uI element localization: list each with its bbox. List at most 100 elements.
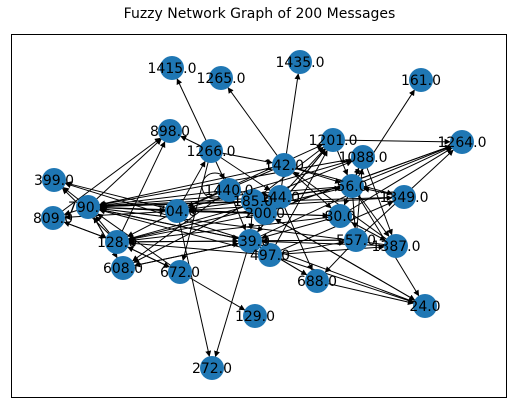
node-label: 200.0 (245, 206, 285, 222)
edge (128, 212, 266, 242)
node (305, 269, 329, 293)
edge (65, 181, 178, 212)
node-label: 898.0 (150, 124, 190, 140)
node (351, 145, 375, 169)
nodes-layer (41, 50, 474, 380)
edge (269, 254, 415, 304)
node-label: 24.0 (409, 299, 440, 315)
edge (132, 189, 230, 262)
edge (176, 210, 212, 357)
node (272, 153, 296, 177)
edge (116, 141, 166, 243)
node (253, 201, 277, 225)
edge (260, 215, 341, 240)
node (168, 260, 192, 284)
node (258, 243, 282, 267)
edge (283, 164, 393, 196)
edge (269, 244, 385, 256)
node (409, 68, 433, 92)
node-label: 1264.0 (438, 135, 487, 151)
edge (122, 241, 239, 269)
edge (362, 156, 393, 236)
node-label: 144.0 (260, 190, 300, 206)
edge (351, 145, 452, 187)
node (392, 185, 416, 209)
edge (260, 244, 426, 307)
node (160, 56, 184, 80)
node (340, 174, 364, 198)
node-label: 608.0 (103, 261, 143, 277)
edge (214, 240, 251, 358)
node-label: 1415.0 (148, 61, 197, 77)
node-label: 1265.0 (197, 71, 246, 87)
node (158, 119, 182, 143)
edge (128, 240, 271, 256)
node (41, 206, 65, 230)
node-label: 672.0 (160, 265, 200, 281)
edge (269, 201, 394, 256)
node-label: 142.0 (264, 158, 304, 174)
edge (316, 280, 414, 305)
node (200, 356, 224, 380)
node-label: 185.0 (233, 194, 273, 210)
edge (97, 213, 181, 273)
node (328, 204, 352, 228)
node-label: 704.0 (157, 204, 197, 220)
node (165, 199, 189, 223)
edge (332, 138, 451, 145)
edge (261, 238, 397, 247)
node-label: 128.0 (97, 235, 137, 251)
node-label: 1088.0 (339, 150, 388, 166)
edge (52, 137, 161, 219)
node-label: 497.0 (250, 248, 290, 264)
node (268, 185, 292, 209)
edge (227, 87, 285, 166)
node (413, 294, 437, 318)
node-label: 272.0 (192, 361, 232, 377)
edge (99, 189, 230, 208)
node-label: 161.0 (401, 73, 441, 89)
edge (179, 271, 246, 311)
node-label: 139.0 (230, 234, 270, 250)
edge (269, 149, 328, 256)
chart-title: Fuzzy Network Graph of 200 Messages (123, 6, 396, 22)
edge (176, 78, 212, 152)
node (344, 228, 368, 252)
edge (99, 164, 285, 207)
node (76, 195, 100, 219)
node (111, 256, 135, 280)
node (288, 50, 312, 74)
node (321, 128, 345, 152)
edge (133, 200, 254, 263)
node (105, 230, 129, 254)
node-label: 1387.0 (372, 239, 421, 255)
node (243, 304, 267, 328)
node-label: 688.0 (297, 274, 337, 290)
node-label: 1349.0 (380, 190, 429, 206)
edge (99, 207, 251, 242)
node-label: 1201.0 (309, 133, 358, 149)
plot-frame (11, 34, 507, 398)
node-label: 399.0 (34, 173, 74, 189)
node-label: 809.0 (33, 211, 73, 227)
node-label: 557.0 (336, 233, 376, 249)
edge (87, 138, 162, 208)
node-label: 80.0 (324, 209, 355, 225)
node (42, 168, 66, 192)
node-label: 1440.0 (205, 183, 254, 199)
node (384, 234, 408, 258)
node-label: 790.0 (68, 200, 108, 216)
node-label: 56.0 (336, 179, 367, 195)
node (217, 178, 241, 202)
node (199, 139, 223, 163)
node (450, 130, 474, 154)
node-label: 1435.0 (276, 55, 325, 71)
node-label: 1266.0 (187, 144, 236, 160)
node (238, 229, 262, 253)
node-label: 129.0 (235, 309, 275, 325)
node (209, 66, 233, 90)
edge (274, 218, 426, 307)
